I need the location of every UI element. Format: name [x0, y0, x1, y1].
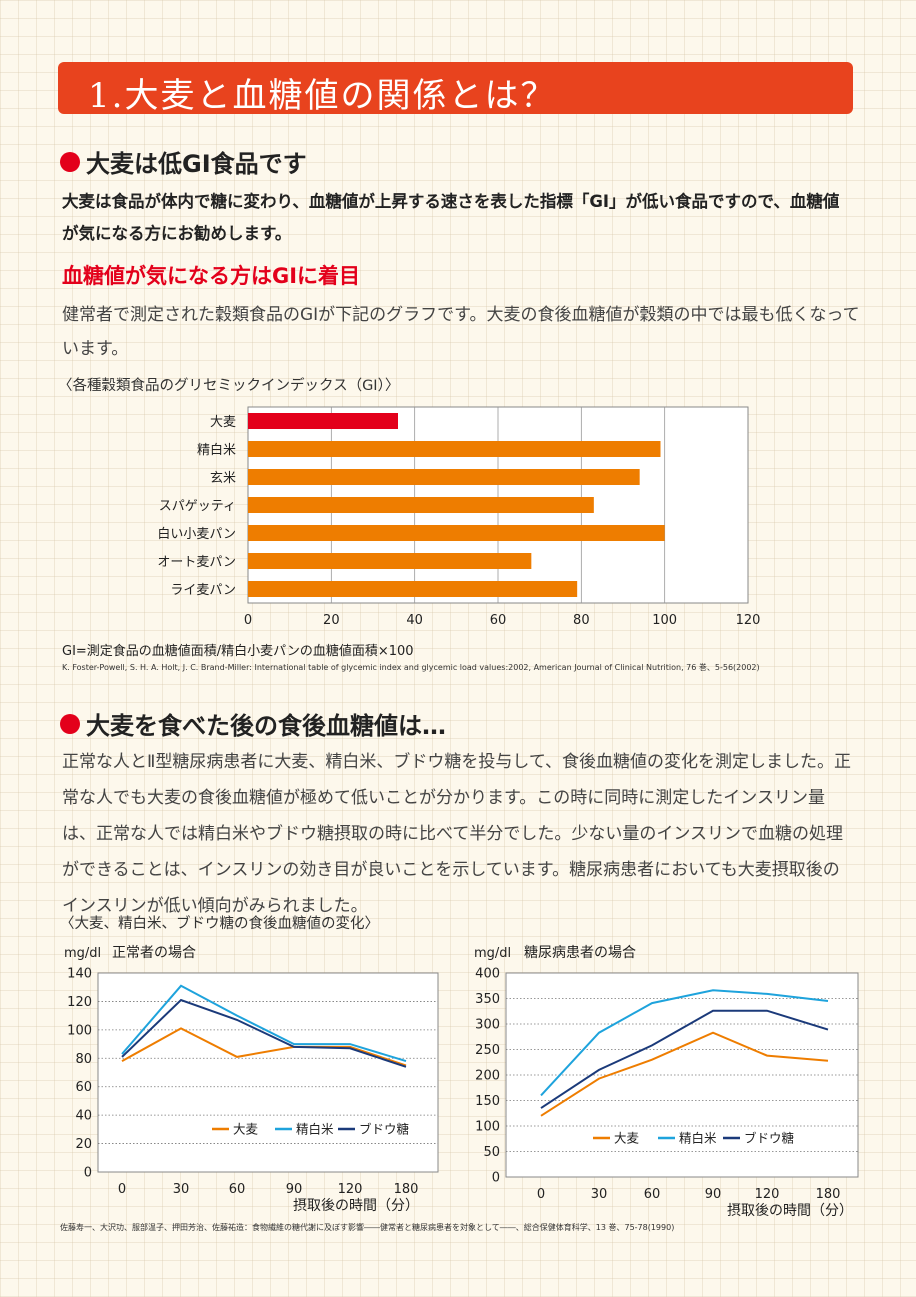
glucose-reference: 佐藤寿一、大沢功、服部温子、押田芳治、佐藤祐造：食物繊維の糖代謝に及ぼす影響――… [60, 1223, 675, 1232]
y-tick-label: 0 [84, 1166, 92, 1181]
legend-label: ブドウ糖 [744, 1131, 795, 1146]
x-tick-label: 0 [118, 1182, 126, 1197]
y-tick-label: 50 [483, 1145, 500, 1160]
section1-body: 大麦は食品が体内で糖に変わり、血糖値が上昇する速さを表した指標「GI」が低い食品… [62, 192, 840, 243]
chart-title: 正常者の場合 [112, 945, 196, 961]
section1-subheading: 血糖値が気になる方はGIに着目 [62, 264, 361, 288]
x-tick-label: 180 [394, 1182, 419, 1197]
x-axis-label: 摂取後の時間（分） [293, 1198, 419, 1214]
x-tick-label: 0 [244, 613, 252, 628]
y-tick-label: 200 [475, 1069, 500, 1084]
y-tick-label: 250 [475, 1043, 500, 1058]
series-line-0 [540, 1031, 829, 1117]
red-bullet-icon [60, 713, 80, 734]
bar-2 [248, 469, 640, 485]
x-tick-label: 80 [573, 613, 590, 628]
category-label: 玄米 [210, 471, 236, 486]
y-tick-label: 100 [475, 1120, 500, 1135]
x-tick-label: 30 [591, 1187, 608, 1202]
y-tick-label: 0 [492, 1171, 500, 1186]
diabetic-glucose-line-chart: mg/dl 糖尿病患者の場合 0 50 100 150 200 250 300 350 400 0 30… [474, 945, 859, 1219]
y-tick-label: 300 [475, 1018, 500, 1033]
bar-6 [248, 581, 578, 597]
category-label: スパゲッティ [159, 499, 236, 514]
x-tick-label: 60 [490, 613, 507, 628]
x-tick-label: 30 [173, 1182, 190, 1197]
section1-body2: 健常者で測定された穀類食品のGIが下記のグラフです。大麦の食後血糖値が穀類の中で… [62, 305, 860, 359]
x-tick-label: 60 [229, 1182, 246, 1197]
normal-glucose-line-chart: mg/dl 正常者の場合 0 20 40 60 80 100 120 140 0 30 60 90 120 1… [64, 945, 439, 1214]
category-label: 大麦 [210, 415, 236, 430]
section2-heading: 大麦を食べた後の食後血糖値は… [60, 706, 446, 741]
category-label: 白い小麦パン [157, 526, 236, 542]
x-tick-label: 90 [286, 1182, 303, 1197]
x-tick-label: 120 [736, 613, 761, 628]
bar-3 [248, 497, 594, 513]
category-label: ライ麦パン [170, 583, 236, 598]
series-line-2 [121, 998, 407, 1068]
legend-label: 精白米 [679, 1131, 717, 1146]
legend-label: 精白米 [296, 1122, 334, 1137]
series-line-1 [121, 984, 407, 1063]
legend-label: 大麦 [614, 1131, 640, 1146]
gi-formula: GI=測定食品の血糖値面積/精白小麦パンの血糖値面積×100 [62, 644, 414, 659]
y-tick-label: 60 [75, 1080, 92, 1095]
x-tick-label: 40 [406, 613, 423, 628]
plot-area [97, 972, 439, 1173]
series-line-1 [540, 989, 829, 1097]
bar-1 [248, 441, 661, 457]
y-unit-label: mg/dl [64, 946, 101, 961]
x-tick-label: 0 [537, 1187, 545, 1202]
y-tick-label: 350 [475, 992, 500, 1007]
series-line-0 [121, 1027, 407, 1067]
y-tick-label: 120 [67, 995, 92, 1010]
bar-0 [248, 413, 398, 429]
section2-heading-text: 大麦を食べた後の食後血糖値は… [86, 712, 446, 740]
x-tick-label: 120 [338, 1182, 363, 1197]
glucose-chart-caption: 〈大麦、精白米、ブドウ糖の食後血糖値の変化〉 [60, 916, 379, 932]
red-bullet-icon [60, 151, 80, 172]
y-tick-label: 100 [67, 1023, 92, 1038]
series-line-2 [540, 1009, 829, 1109]
y-tick-label: 20 [75, 1137, 92, 1152]
gi-chart-caption: 〈各種穀類食品のグリセミックインデックス（GI）〉 [58, 378, 400, 394]
gi-bar-chart: 0 20 40 60 80 100 120 大麦精白米玄米スパゲッティ白い小麦パンオート麦パン… [157, 406, 761, 628]
x-tick-label: 90 [705, 1187, 722, 1202]
title-banner: 1.大麦と血糖値の関係とは？ [58, 62, 853, 116]
x-tick-label: 60 [644, 1187, 661, 1202]
section1-heading-text: 大麦は低GI食品です [86, 150, 307, 178]
x-tick-label: 20 [323, 613, 340, 628]
y-unit-label: mg/dl [474, 946, 511, 961]
category-label: 精白米 [197, 442, 236, 458]
bar-5 [248, 553, 532, 569]
x-tick-label: 120 [755, 1187, 780, 1202]
x-axis-label: 摂取後の時間（分） [727, 1203, 853, 1219]
x-tick-label: 100 [652, 613, 677, 628]
legend-label: ブドウ糖 [359, 1122, 410, 1137]
section1-heading: 大麦は低GI食品です [60, 144, 307, 179]
page-title: 1.大麦と血糖値の関係とは？ [88, 76, 557, 116]
y-tick-label: 40 [75, 1109, 92, 1124]
y-tick-label: 150 [475, 1094, 500, 1109]
x-tick-label: 180 [816, 1187, 841, 1202]
y-tick-label: 140 [67, 967, 92, 982]
y-tick-label: 80 [75, 1052, 92, 1067]
legend-label: 大麦 [233, 1122, 259, 1137]
chart-title: 糖尿病患者の場合 [524, 945, 636, 961]
gi-reference: K. Foster-Powell, S. H. A. Holt, J. C. B… [62, 663, 760, 672]
section2-body: 正常な人とⅡ型糖尿病患者に大麦、精白米、ブドウ糖を投与して、食後血糖値の変化を測… [62, 752, 852, 916]
bar-4 [248, 525, 665, 541]
category-label: オート麦パン [157, 555, 236, 570]
y-tick-label: 400 [475, 967, 500, 982]
